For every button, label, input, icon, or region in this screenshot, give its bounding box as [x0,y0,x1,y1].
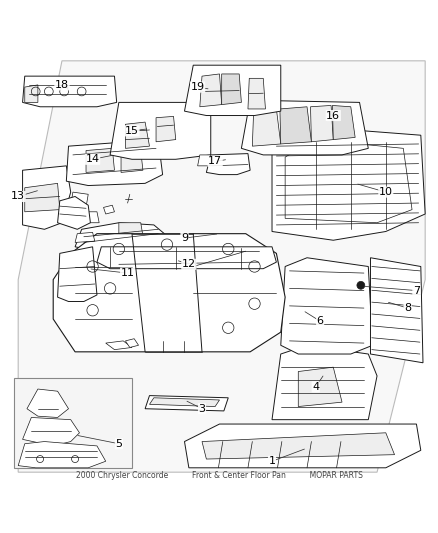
Polygon shape [84,212,99,223]
Polygon shape [279,107,311,144]
Polygon shape [57,247,97,302]
Polygon shape [280,258,372,354]
Polygon shape [71,192,88,207]
Polygon shape [125,338,138,348]
Polygon shape [18,441,106,468]
Text: 2000 Chrysler Concorde          Front & Center Floor Pan          MOPAR PARTS: 2000 Chrysler Concorde Front & Center Fl… [76,471,362,480]
Circle shape [356,281,364,289]
Polygon shape [332,106,354,140]
Text: 17: 17 [208,157,222,166]
Polygon shape [221,74,241,104]
Polygon shape [201,433,394,459]
Polygon shape [106,341,132,350]
Polygon shape [57,197,90,229]
Polygon shape [86,148,114,172]
Text: 16: 16 [325,110,339,120]
Polygon shape [119,223,145,249]
Text: 3: 3 [198,403,205,414]
Polygon shape [125,122,149,148]
Polygon shape [297,367,341,407]
Text: 8: 8 [403,303,410,313]
Polygon shape [241,100,367,155]
Polygon shape [149,398,219,407]
Text: 18: 18 [55,80,69,90]
Polygon shape [199,74,221,107]
Polygon shape [103,205,114,214]
Polygon shape [272,345,376,419]
Polygon shape [66,140,162,185]
Polygon shape [247,78,265,109]
Text: 15: 15 [125,126,139,136]
Polygon shape [310,106,332,142]
Text: 10: 10 [378,187,392,197]
Text: 13: 13 [11,191,25,201]
Polygon shape [155,116,175,142]
Polygon shape [145,395,228,411]
Polygon shape [272,126,424,240]
Polygon shape [22,417,79,446]
Polygon shape [14,378,132,468]
Polygon shape [110,102,210,159]
Polygon shape [252,109,280,146]
Polygon shape [75,232,95,243]
Polygon shape [206,154,250,175]
Text: 1: 1 [268,456,275,466]
Text: 14: 14 [85,154,99,164]
Polygon shape [197,155,210,166]
Text: 11: 11 [120,268,134,278]
Polygon shape [121,150,143,172]
Polygon shape [25,183,60,212]
Polygon shape [18,61,424,472]
Polygon shape [184,424,420,468]
Polygon shape [97,247,276,269]
Polygon shape [27,389,68,417]
Text: 12: 12 [181,260,195,269]
Polygon shape [75,223,166,251]
Polygon shape [22,166,71,229]
Polygon shape [370,258,422,363]
Text: 9: 9 [180,233,187,243]
Text: 6: 6 [316,316,323,326]
Text: 5: 5 [115,439,122,449]
Text: 7: 7 [412,286,419,296]
Polygon shape [25,85,38,102]
Text: 19: 19 [190,82,204,92]
Polygon shape [22,76,117,107]
Polygon shape [184,65,280,116]
Text: 4: 4 [311,382,318,392]
Polygon shape [53,233,285,352]
